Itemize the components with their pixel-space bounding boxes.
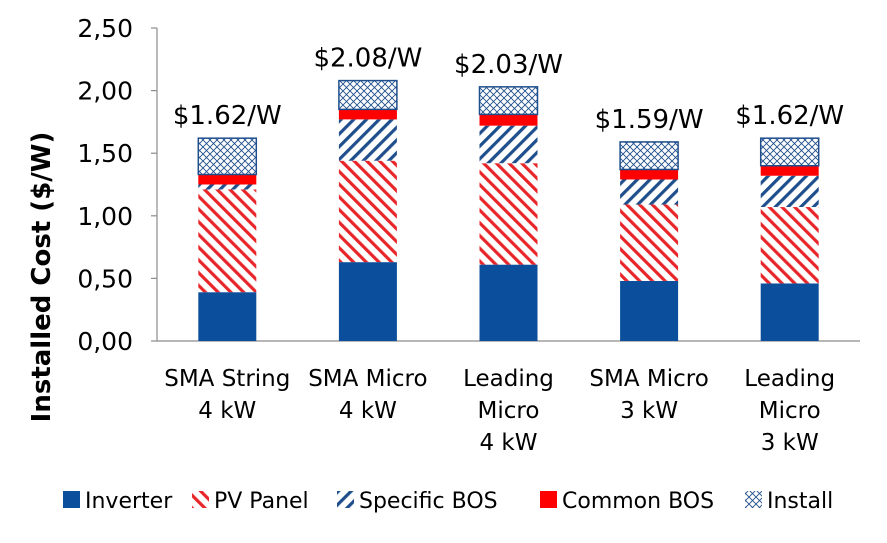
- bar-install: [198, 138, 257, 175]
- category-label: 4 kW: [198, 398, 256, 424]
- legend-swatch: [540, 491, 557, 508]
- total-label: $1.59/W: [595, 105, 704, 135]
- y-tick-label: 0,50: [77, 264, 133, 293]
- bar-pv-panel: [620, 204, 679, 281]
- legend-label: PV Panel: [214, 489, 309, 514]
- bar-specific-bos: [760, 175, 819, 208]
- y-tick-label: 0,00: [77, 327, 133, 356]
- total-label: $2.03/W: [454, 50, 563, 80]
- bar-specific-bos: [198, 184, 257, 190]
- category-label: 4 kW: [339, 398, 397, 424]
- legend-label: Inverter: [85, 489, 173, 514]
- y-tick-label: 2,50: [77, 14, 133, 43]
- y-tick-label: 2,00: [77, 77, 133, 106]
- category-label: Micro: [759, 398, 821, 424]
- category-label: 3 kW: [761, 430, 819, 456]
- bar-specific-bos: [620, 179, 679, 205]
- y-axis-ticks: 0,00 0,50 1,00 1,50 2,00 2,50: [77, 14, 157, 356]
- total-label: $1.62/W: [173, 101, 282, 131]
- bar-common-bos: [620, 169, 679, 180]
- bar-inverter: [620, 280, 679, 341]
- legend-label: Common BOS: [562, 489, 714, 514]
- bar-specific-bos: [479, 125, 538, 164]
- category-label: SMA Micro: [589, 366, 708, 392]
- bar-stacks: [197, 79, 820, 341]
- y-axis-title: Installed Cost ($/W): [27, 132, 57, 423]
- legend-swatch: [192, 491, 209, 508]
- bar-install-outline: [478, 86, 539, 116]
- bar-common-bos: [760, 165, 819, 176]
- bar-install: [760, 138, 819, 166]
- bar-install-outline: [619, 141, 679, 171]
- bar-install: [479, 86, 538, 115]
- category-label: SMA Micro: [308, 366, 427, 392]
- category-label: Leading: [744, 366, 835, 392]
- bar-specific-bos: [338, 119, 397, 161]
- bar-pv-panel: [479, 163, 538, 265]
- bar-inverter: [479, 264, 538, 341]
- total-label: $1.62/W: [735, 101, 844, 131]
- legend: Inverter PV Panel Specific BOS Common BOS In…: [63, 489, 833, 514]
- category-label: Leading: [463, 366, 554, 392]
- category-label: 4 kW: [479, 430, 537, 456]
- bar-common-bos: [198, 174, 257, 185]
- legend-swatch: [745, 491, 762, 508]
- legend-label: Install: [767, 489, 833, 514]
- bar-inverter: [338, 262, 397, 341]
- category-label: SMA String: [164, 366, 290, 392]
- bar-install-outline: [759, 137, 820, 167]
- bar-pv-panel: [198, 189, 257, 293]
- bar-pv-panel: [760, 207, 819, 284]
- bar-inverter: [760, 283, 819, 341]
- category-labels: SMA String 4 kW SMA Micro 4 kW Leading Micro 4…: [164, 366, 835, 456]
- bar-pv-panel: [338, 160, 397, 263]
- bar-common-bos: [479, 114, 538, 126]
- bar-install: [620, 141, 679, 170]
- y-tick-label: 1,50: [77, 139, 133, 168]
- total-labels: $1.62/W $2.08/W $2.03/W $1.59/W $1.62/W: [173, 44, 844, 135]
- category-label: 3 kW: [620, 398, 678, 424]
- bar-inverter: [198, 292, 257, 341]
- legend-swatch: [63, 491, 80, 508]
- bar-install-outline: [338, 79, 398, 111]
- bar-install-outline: [197, 137, 258, 176]
- legend-label: Specific BOS: [359, 489, 498, 514]
- bar-common-bos: [338, 109, 397, 120]
- category-label: Micro: [478, 398, 540, 424]
- bar-install: [338, 80, 397, 110]
- y-tick-label: 1,00: [77, 202, 133, 231]
- total-label: $2.08/W: [313, 44, 422, 74]
- legend-swatch: [337, 491, 354, 508]
